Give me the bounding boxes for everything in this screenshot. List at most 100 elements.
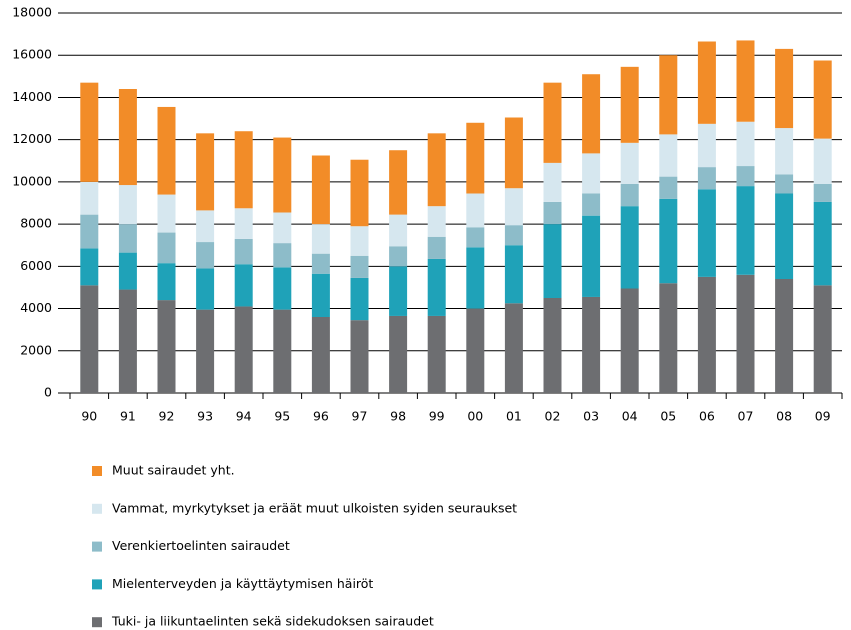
bar-segment xyxy=(311,253,330,274)
bar-segment xyxy=(697,123,716,168)
bar-segment xyxy=(620,142,639,184)
bar-segment xyxy=(543,201,562,225)
bar-segment xyxy=(311,317,330,393)
legend-swatch xyxy=(92,541,102,552)
bar-segment xyxy=(775,279,794,393)
legend-label: Muut sairaudet yht. xyxy=(112,463,235,478)
bar-segment xyxy=(620,66,639,143)
bar-segment xyxy=(311,224,330,254)
bar-segment xyxy=(80,248,99,286)
legend-swatch xyxy=(92,617,102,628)
bar-segment xyxy=(582,296,601,393)
bar-segment xyxy=(543,298,562,393)
bar-segment xyxy=(620,184,639,207)
bar-segment xyxy=(350,226,369,256)
bar-segment xyxy=(157,106,176,195)
bar-segment xyxy=(543,162,562,202)
bar-segment xyxy=(196,242,215,269)
bar-segment xyxy=(736,186,755,275)
bar-segment xyxy=(504,225,523,246)
bar-segment xyxy=(427,236,446,259)
bar-segment xyxy=(582,215,601,297)
legend-label: Verenkiertoelinten sairaudet xyxy=(112,538,290,553)
bar-segment xyxy=(736,40,755,122)
x-tick-label: 04 xyxy=(622,409,638,424)
bar-segment xyxy=(504,117,523,189)
bar-segment xyxy=(620,288,639,393)
bar-segment xyxy=(813,138,832,184)
x-tick-label: 09 xyxy=(815,409,831,424)
bar-segment xyxy=(736,166,755,187)
bar-segment xyxy=(659,198,678,284)
bar-segment xyxy=(389,214,408,247)
x-tick-label: 95 xyxy=(274,409,290,424)
bar-segment xyxy=(775,48,794,129)
y-tick-label: 6000 xyxy=(20,258,52,273)
bar-segment xyxy=(389,246,408,267)
legend-label: Tuki- ja liikuntaelinten sekä sidekudoks… xyxy=(111,614,434,629)
bar-segment xyxy=(427,315,446,393)
bar-segment xyxy=(504,245,523,304)
bar-segment xyxy=(659,55,678,135)
bar-segment xyxy=(659,134,678,177)
x-tick-label: 06 xyxy=(699,409,715,424)
bar-segment xyxy=(196,133,215,211)
bar-segment xyxy=(196,309,215,393)
bar-segment xyxy=(582,153,601,194)
bar-segment xyxy=(736,121,755,167)
bar-segment xyxy=(582,193,601,216)
bar-segment xyxy=(118,289,137,393)
bar-segment xyxy=(157,232,176,264)
bar-segment xyxy=(697,41,716,124)
x-tick-label: 96 xyxy=(313,409,329,424)
y-tick-label: 0 xyxy=(44,385,52,400)
bar-segment xyxy=(80,181,99,215)
bar-segment xyxy=(80,214,99,249)
bar-segment xyxy=(466,308,485,393)
bar-segment xyxy=(389,266,408,316)
x-tick-label: 02 xyxy=(545,409,561,424)
bar-segment xyxy=(118,89,137,186)
bar-segment xyxy=(466,122,485,194)
legend-swatch xyxy=(92,466,102,476)
bar-segment xyxy=(697,276,716,393)
bar-segment xyxy=(697,189,716,277)
bar-segment xyxy=(273,243,292,268)
bar-segment xyxy=(504,188,523,226)
bar-segment xyxy=(118,224,137,253)
bar-segment xyxy=(273,137,292,213)
bar-segment xyxy=(118,252,137,290)
bar-segment xyxy=(775,128,794,175)
bar-segment xyxy=(813,285,832,393)
bar-segment xyxy=(466,193,485,228)
x-tick-label: 94 xyxy=(236,409,252,424)
bar-segment xyxy=(775,174,794,194)
bar-segment xyxy=(427,258,446,316)
x-tick-label: 92 xyxy=(159,409,175,424)
bar-segment xyxy=(582,74,601,154)
bar-segment xyxy=(157,194,176,233)
bar-segment xyxy=(273,309,292,393)
y-tick-label: 14000 xyxy=(12,89,52,104)
legend-label: Vammat, myrkytykset ja eräät muut ulkois… xyxy=(112,500,517,515)
bar-segment xyxy=(80,285,99,393)
x-tick-label: 05 xyxy=(660,409,676,424)
bar-segment xyxy=(620,206,639,289)
y-tick-label: 16000 xyxy=(12,47,52,62)
bar-segment xyxy=(350,277,369,321)
bar-segment xyxy=(157,300,176,393)
x-tick-label: 03 xyxy=(583,409,599,424)
bar-segment xyxy=(543,224,562,298)
x-tick-label: 97 xyxy=(352,409,368,424)
bar-segment xyxy=(234,131,253,209)
bar-segment xyxy=(543,82,562,163)
bar-segment xyxy=(350,320,369,393)
bar-segment xyxy=(234,306,253,393)
bar-segment xyxy=(350,255,369,278)
bar-segment xyxy=(311,273,330,317)
x-tick-label: 99 xyxy=(429,409,445,424)
bar-segment xyxy=(389,315,408,393)
bar-segment xyxy=(350,159,369,227)
bar-segment xyxy=(775,193,794,279)
legend-swatch xyxy=(92,579,102,590)
